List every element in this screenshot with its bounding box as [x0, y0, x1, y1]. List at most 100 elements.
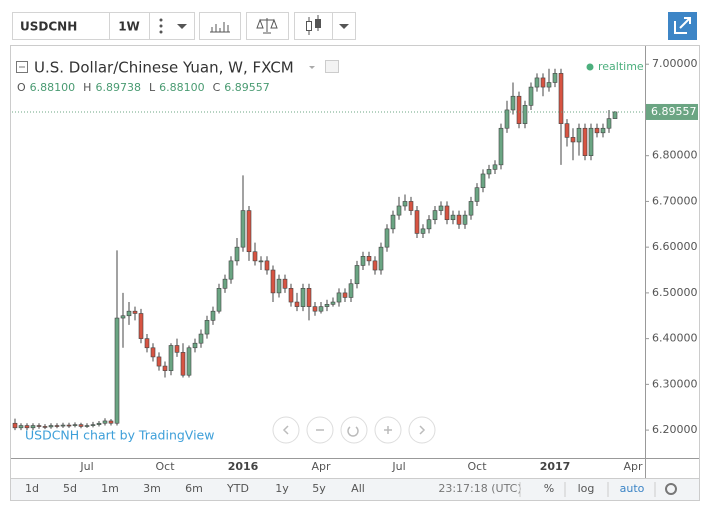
interval[interactable]: 1W [118, 20, 140, 34]
more-button[interactable] [149, 12, 195, 40]
range-button[interactable]: 6m [185, 482, 203, 495]
interval-box[interactable] [109, 12, 150, 40]
reset[interactable] [340, 416, 368, 444]
candle-body [594, 127, 600, 134]
candle-body [102, 420, 108, 424]
candle-body [60, 424, 66, 427]
range-button[interactable]: 1d [25, 482, 39, 495]
caret-icon [177, 24, 187, 29]
candle-body [420, 228, 426, 234]
candle-body [348, 283, 354, 298]
candle-body [270, 269, 276, 294]
x-tick-label: Apr [311, 460, 331, 473]
candle-body [582, 127, 588, 156]
candle-body [486, 169, 492, 175]
y-tick-label: 6.80000 [652, 149, 698, 162]
candle-body [450, 214, 456, 221]
y-tick-label: 6.40000 [652, 332, 698, 345]
dots-icon [159, 18, 163, 34]
candle-body [312, 306, 318, 312]
percent-toggle[interactable]: % [544, 482, 554, 495]
candle-body [132, 310, 138, 314]
candle-body [246, 210, 252, 253]
candle-body [468, 201, 474, 216]
range-button[interactable]: 3m [143, 482, 161, 495]
ohlc-label: O [17, 81, 26, 94]
popout-icon [674, 17, 691, 34]
candle-body [438, 205, 444, 211]
candle-body [150, 347, 156, 358]
y-tick-label: 6.60000 [652, 240, 698, 253]
x-tick-label: Oct [155, 460, 175, 473]
candle-body [168, 345, 174, 371]
candle-body [498, 127, 504, 166]
candle-body [90, 424, 96, 426]
auto-toggle[interactable]: auto [620, 482, 645, 495]
candle-icon [315, 19, 321, 28]
candle-body [276, 278, 282, 294]
ohlc-legend: O 6.88100 H 6.89738 L 6.88100 C 6.89557 [17, 81, 270, 94]
y-tick-label: 6.20000 [652, 423, 698, 436]
candle-body [120, 315, 126, 319]
x-tick-label: Apr [623, 460, 643, 473]
range-button[interactable]: YTD [226, 482, 249, 495]
settings-gear[interactable] [665, 483, 678, 495]
indicators-icon [210, 22, 230, 33]
candle-body [474, 187, 480, 202]
candle-body [108, 420, 114, 424]
settings-icon[interactable] [325, 60, 339, 73]
symbol[interactable]: USDCNH [20, 20, 77, 34]
candle-body [84, 425, 90, 427]
candle-body [546, 82, 552, 88]
scroll-left[interactable] [272, 416, 300, 444]
candle-body [306, 288, 312, 307]
watermark: USDCNH chart by TradingView [25, 428, 214, 443]
candle-body [354, 265, 360, 285]
log-toggle[interactable]: log [578, 482, 595, 495]
status-dot [586, 63, 594, 71]
scroll-right[interactable] [408, 416, 436, 444]
symbol-box[interactable] [12, 12, 110, 40]
candle-body [192, 342, 198, 349]
candle-body [396, 205, 402, 216]
candle-body [198, 333, 204, 344]
chart-frame [10, 45, 700, 501]
candle-body [300, 288, 306, 307]
candle-body [444, 205, 450, 221]
candle-body [72, 424, 78, 426]
candle-body [372, 260, 378, 271]
candle-body [36, 425, 42, 427]
candle-body [240, 210, 246, 248]
candle-body [366, 256, 372, 262]
range-button[interactable]: 5y [312, 482, 326, 495]
candle-body [588, 127, 594, 156]
ohlc-value: 6.88100 [30, 81, 76, 94]
candle-body [480, 173, 486, 188]
candle-body [600, 127, 606, 134]
range-button[interactable]: 1y [275, 482, 289, 495]
range-button[interactable]: 1m [101, 482, 119, 495]
candle-body [216, 288, 222, 312]
candle-body [342, 292, 348, 298]
time-label: 23:17:18 (UTC) [438, 482, 521, 495]
candle-body [222, 278, 228, 289]
candle-body [504, 109, 510, 129]
candle-body [522, 105, 528, 124]
x-tick-label: Jul [79, 460, 93, 473]
caret-icon [339, 24, 349, 29]
candle-body [516, 95, 522, 124]
range-button[interactable]: All [351, 482, 365, 495]
candle-body [228, 260, 234, 280]
indicators-button[interactable] [199, 12, 241, 40]
candle-body [114, 317, 120, 424]
zoom-controls [272, 416, 436, 444]
candle-body [162, 365, 168, 371]
x-tick-label: Jul [391, 460, 405, 473]
ohlc-label: C [213, 81, 221, 94]
ohlc-value: 6.89738 [95, 81, 141, 94]
candle-body [402, 201, 408, 207]
range-button[interactable]: 5d [63, 482, 77, 495]
bottom-toolbar [11, 479, 699, 500]
candle-body [330, 301, 336, 305]
